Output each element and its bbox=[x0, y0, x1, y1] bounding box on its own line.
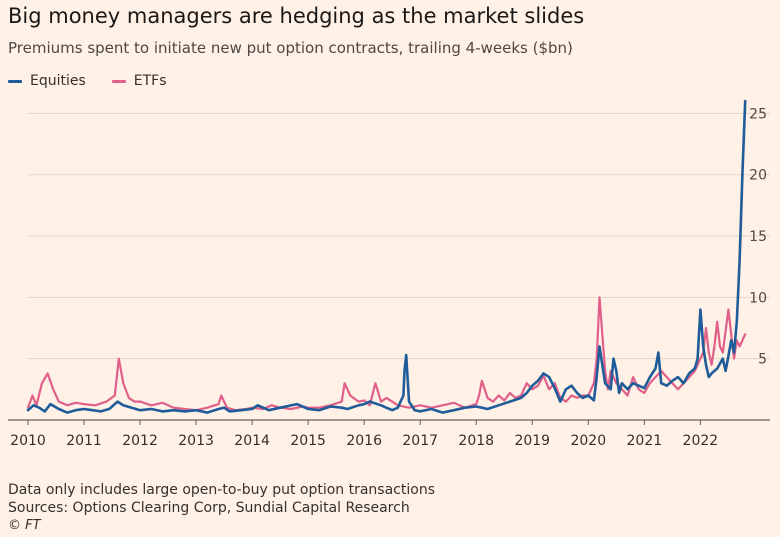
series-lines bbox=[26, 99, 747, 414]
x-tick-label: 2011 bbox=[66, 433, 102, 449]
chart-subtitle: Premiums spent to initiate new put optio… bbox=[8, 39, 573, 57]
legend-item-etfs: ETFs bbox=[111, 73, 167, 89]
x-tick-label: 2015 bbox=[290, 433, 326, 449]
x-tick-label: 2016 bbox=[346, 433, 382, 449]
footnote-sources: Sources: Options Clearing Corp, Sundial … bbox=[8, 500, 410, 516]
chart-title: Big money managers are hedging as the ma… bbox=[8, 4, 585, 28]
legend: Equities ETFs bbox=[8, 73, 167, 89]
x-tick-label: 2018 bbox=[458, 433, 494, 449]
x-tick-label: 2014 bbox=[234, 433, 270, 449]
footnote-note: Data only includes large open-to-buy put… bbox=[8, 482, 435, 498]
legend-label-etfs: ETFs bbox=[133, 73, 167, 89]
y-tick-label: 5 bbox=[758, 352, 767, 368]
x-tick-label: 2019 bbox=[514, 433, 550, 449]
x-tick-label: 2017 bbox=[402, 433, 438, 449]
legend-item-equities: Equities bbox=[8, 73, 86, 89]
y-tick-label: 20 bbox=[749, 168, 767, 184]
legend-label-equities: Equities bbox=[30, 73, 86, 89]
line-chart: 2010 2011 2012 2013 2014 2015 2016 2017 2018 2019… bbox=[8, 99, 770, 449]
y-tick-label: 15 bbox=[749, 229, 767, 245]
series-line-etfs bbox=[26, 296, 747, 412]
gridlines bbox=[28, 112, 770, 360]
footnote-copyright: © FT bbox=[8, 518, 41, 533]
x-tick-label: 2022 bbox=[683, 433, 719, 449]
legend-swatch-equities bbox=[8, 79, 22, 83]
y-axis: 5 10 15 20 25 bbox=[749, 106, 767, 367]
x-tick-label: 2012 bbox=[122, 433, 158, 449]
x-tick-label: 2013 bbox=[178, 433, 214, 449]
x-axis: 2010 2011 2012 2013 2014 2015 2016 2017 2018 2019… bbox=[8, 419, 770, 449]
y-tick-label: 10 bbox=[749, 290, 767, 306]
legend-swatch-etfs bbox=[111, 79, 126, 83]
x-tick-label: 2021 bbox=[627, 433, 663, 449]
x-tick-label: 2020 bbox=[570, 433, 606, 449]
y-tick-label: 25 bbox=[749, 106, 767, 122]
series-line-equities bbox=[26, 99, 747, 414]
x-tick-label: 2010 bbox=[10, 433, 46, 449]
